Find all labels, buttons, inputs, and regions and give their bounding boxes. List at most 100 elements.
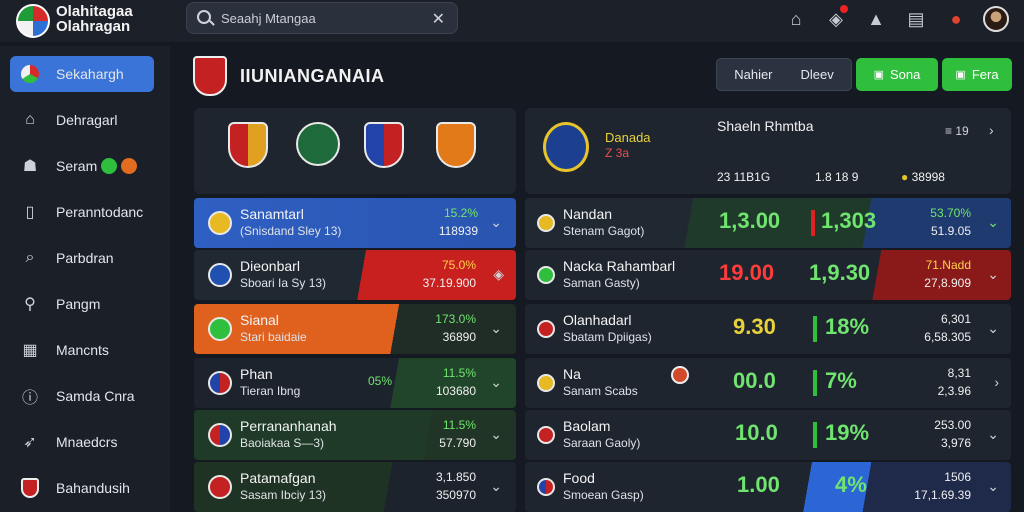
sidebar-item-dehragarl[interactable]: ⌂ Dehragarl — [10, 102, 154, 138]
team-name: Danada — [605, 130, 651, 145]
chevron-down-icon[interactable]: ⌄ — [490, 374, 502, 390]
row-value-2: 350970 — [435, 488, 476, 502]
team-badge-icon — [537, 374, 555, 392]
chevron-down-icon[interactable]: ⌄ — [490, 214, 502, 230]
sidebar-item-parbdran[interactable]: ⌕ Parbdran — [10, 240, 154, 276]
row-extra: 05% — [368, 374, 393, 388]
table-row[interactable]: Nacka Rahambarl Saman Gasty) 19.00 1,9.3… — [525, 250, 1011, 300]
sidebar-item-seram[interactable]: ☗ Seram — [10, 148, 154, 184]
table-row[interactable]: Olanhadarl Sbatam Dpiigas) 9.30 18% 6,30… — [525, 304, 1011, 354]
table-row[interactable]: Nandan Stenam Gagot) 1,3.00 1,303 53.70%… — [525, 198, 1011, 248]
table-row[interactable]: Food Smoean Gasp) 1.00 4% 1506 17,1.69.3… — [525, 462, 1011, 512]
tag-icon[interactable]: ◈ — [816, 5, 856, 33]
chevron-down-icon[interactable]: ⌄ — [490, 478, 502, 494]
team-sub: Z 3a — [605, 146, 630, 160]
save-button[interactable]: ▣ Sona — [856, 58, 938, 91]
home-icon: ⌂ — [25, 111, 35, 128]
sidebar-item-label: Peranntodanc — [56, 204, 144, 220]
team-crest-icon[interactable] — [436, 122, 476, 168]
row-name: Food — [563, 470, 595, 486]
odds-away[interactable]: 4% — [835, 472, 867, 497]
sidebar-item-peranntodanc[interactable]: ▯ Peranntodanc — [10, 194, 154, 230]
chevron-right-icon[interactable]: › — [994, 374, 999, 390]
sidebar-item-mancnts[interactable]: ▦ Mancnts — [10, 332, 154, 368]
odds-away[interactable]: 7% — [825, 368, 857, 393]
sidebar-item-sekahargh[interactable]: Sekahargh — [10, 56, 154, 92]
odds-away[interactable]: 1,303 — [821, 208, 877, 233]
stat-3: ● 38998 — [901, 170, 945, 184]
odds-home[interactable]: 00.0 — [733, 368, 776, 393]
sidebar-item-mnaedcrs[interactable]: ➶ Mnaedcrs — [10, 424, 154, 460]
team-mini-icon — [671, 366, 689, 384]
row-name: Nacka Rahambarl — [563, 258, 676, 274]
dleev-button[interactable]: Dleev — [800, 67, 834, 82]
team-crest-icon[interactable] — [228, 122, 268, 168]
row-value-1: 253.00 — [934, 418, 971, 432]
stat-2: 1.8 18 9 — [815, 170, 859, 184]
row-name: Baolam — [563, 418, 611, 434]
search-input[interactable]: Seaahj Mtangaa — [221, 11, 316, 26]
search-bar[interactable]: Seaahj Mtangaa ✕ — [186, 2, 458, 34]
sidebar: Sekahargh ⌂ Dehragarl ☗ Seram ▯ Perannto… — [0, 46, 170, 512]
trend-marker — [813, 422, 817, 448]
chevron-down-icon[interactable]: ⌄ — [987, 266, 999, 282]
team-crest-icon[interactable] — [296, 122, 340, 166]
team-badge-icon — [537, 426, 555, 444]
odds-home[interactable]: 19.00 — [719, 260, 775, 285]
fera-button[interactable]: ▣ Fera — [942, 58, 1012, 91]
sidebar-item-label: Pangm — [56, 296, 101, 312]
row-value-1: 53.70% — [930, 206, 971, 220]
sidebar-item-pangm[interactable]: ⚲ Pangm — [10, 286, 154, 322]
home-icon[interactable]: ⌂ — [790, 8, 802, 29]
row-value-1: 8,31 — [947, 366, 971, 380]
logo-icon[interactable] — [16, 4, 50, 38]
odds-home[interactable]: 1,3.00 — [719, 208, 781, 233]
flag-icon — [20, 64, 40, 84]
team-crest-icon — [543, 122, 589, 172]
stat-3-value: 38998 — [911, 170, 945, 184]
alert-icon[interactable]: ▲ — [867, 8, 885, 29]
chevron-down-icon[interactable]: ⌄ — [987, 320, 999, 336]
table-row[interactable]: Baolam Saraan Gaoly) 10.0 19% 253.00 3,9… — [525, 410, 1011, 460]
odds-away[interactable]: 18% — [825, 314, 870, 339]
table-row[interactable]: Sianal Stari baidaie 173.0% 36890 ⌄ — [194, 304, 516, 354]
close-icon[interactable]: ✕ — [431, 11, 445, 28]
row-name: Sianal — [240, 312, 279, 328]
chevron-down-icon[interactable]: ⌄ — [987, 214, 999, 230]
row-sub: Sbatam Dpiigas) — [563, 330, 652, 344]
chevron-down-icon[interactable]: ⌄ — [490, 320, 502, 336]
briefcase-icon[interactable]: ▤ — [907, 8, 925, 29]
row-sub: Sasam Ibciy 13) — [240, 488, 327, 502]
table-row[interactable]: Patamafgan Sasam Ibciy 13) 3,1.850 35097… — [194, 462, 516, 512]
row-value-1: 11.5% — [442, 366, 476, 380]
odds-home[interactable]: 9.30 — [733, 314, 776, 339]
table-row[interactable]: Na Sanam Scabs 00.0 7% 8,31 2,3.96 › — [525, 358, 1011, 408]
chevron-down-icon[interactable]: ⌄ — [987, 426, 999, 442]
pin-icon[interactable]: ● — [950, 8, 962, 29]
odds-home[interactable]: 10.0 — [735, 420, 778, 445]
row-sub: Sanam Scabs — [563, 384, 638, 398]
chevron-down-icon[interactable]: ⌄ — [490, 426, 502, 442]
chevron-down-icon[interactable]: ⌄ — [987, 478, 999, 494]
nahier-button[interactable]: Nahier — [734, 67, 773, 82]
team-badge-icon — [208, 211, 232, 235]
sidebar-item-bahandusih[interactable]: Bahandusih — [10, 470, 154, 506]
table-row[interactable]: Dieonbarl Sboari Ia Sy 13) 75.0% 37.19.9… — [194, 250, 516, 300]
sidebar-item-label: Samda Cnra — [56, 388, 135, 404]
table-row[interactable]: Perrananhanah Baoiakaa S—3) 11.5% 57.790… — [194, 410, 516, 460]
row-sub: Smoean Gasp) — [563, 488, 644, 502]
chevron-right-icon[interactable]: › — [989, 122, 994, 138]
sidebar-item-label: Dehragarl — [56, 112, 118, 128]
team-crest-icon[interactable] — [364, 122, 404, 168]
row-value-2: 118939 — [438, 224, 478, 238]
odds-home[interactable]: 1.00 — [737, 472, 780, 497]
odds-away[interactable]: 19% — [825, 420, 870, 445]
user-avatar[interactable] — [976, 5, 1016, 33]
sidebar-item-samda-cnra[interactable]: ⓘ Samda Cnra — [10, 378, 154, 414]
stat-1: 23 11B1G — [717, 170, 771, 184]
avatar[interactable] — [983, 6, 1009, 32]
table-row[interactable]: Phan Tieran Ibng 05% 11.5% 103680 ⌄ — [194, 358, 516, 408]
odds-away[interactable]: 1,9.30 — [809, 260, 871, 285]
table-row[interactable]: Sanamtarl (Snisdand Sley 13) 15.2% 11893… — [194, 198, 516, 248]
document-icon: ▯ — [25, 204, 35, 221]
